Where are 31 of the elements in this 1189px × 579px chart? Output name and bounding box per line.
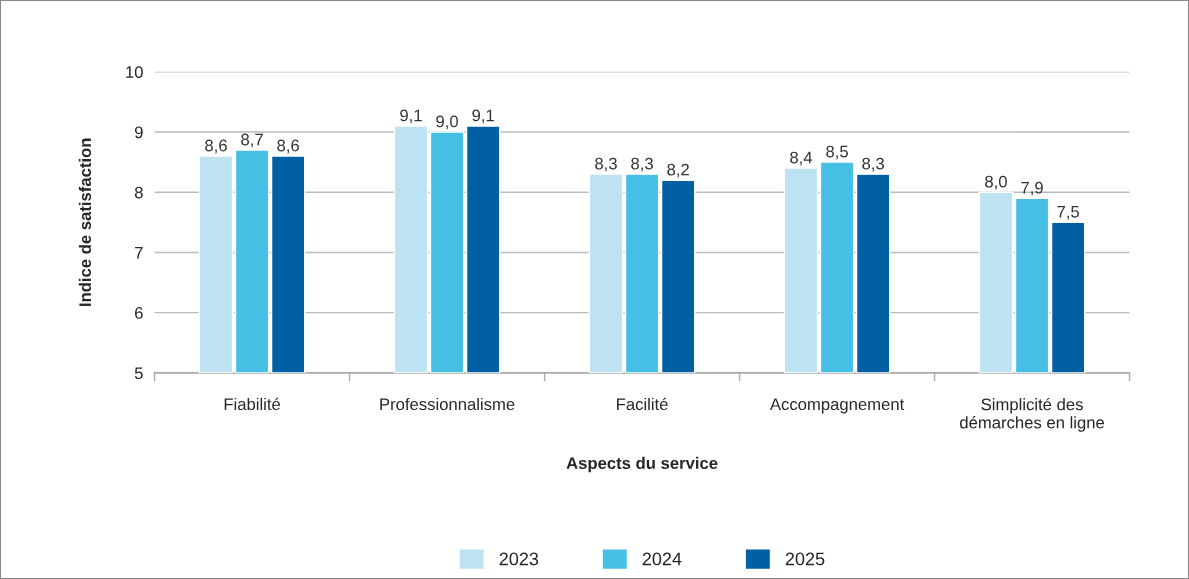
y-tick-label: 7 bbox=[135, 247, 143, 259]
data-label: 7,5 bbox=[1057, 206, 1080, 220]
x-axis-title: Aspects du service bbox=[566, 456, 718, 473]
y-tick-label: 9 bbox=[134, 126, 143, 139]
x-tick-label: Fiabilité bbox=[224, 397, 281, 411]
data-label: 9,1 bbox=[472, 109, 494, 124]
x-tick-label: Facilité bbox=[617, 397, 668, 411]
legend-label: 2025 bbox=[785, 552, 825, 566]
data-label: 8,3 bbox=[862, 157, 884, 172]
data-label: 8,7 bbox=[241, 133, 263, 148]
x-tick-label: Simplicité des démarches en ligne bbox=[960, 397, 1105, 432]
y-tick-label: 6 bbox=[135, 307, 143, 319]
y-axis-title: Indice de satisfaction bbox=[78, 138, 92, 306]
data-label: 8,5 bbox=[826, 145, 848, 160]
data-label: 8,6 bbox=[277, 139, 299, 154]
data-label: 7,9 bbox=[1021, 181, 1043, 196]
data-label: 8,3 bbox=[631, 157, 653, 172]
data-label: 8,3 bbox=[595, 157, 617, 172]
legend-label: 2023 bbox=[499, 552, 539, 566]
data-label: 9,0 bbox=[436, 115, 458, 130]
data-label: 9,1 bbox=[400, 109, 422, 124]
x-tick-label: Professionnalisme bbox=[380, 397, 515, 411]
data-label: 8,6 bbox=[205, 139, 227, 154]
legend-label: 2024 bbox=[642, 552, 682, 566]
data-label: 8,2 bbox=[667, 163, 689, 178]
data-label: 8,0 bbox=[985, 175, 1007, 190]
y-tick-label: 8 bbox=[134, 186, 143, 199]
y-tick-label: 10 bbox=[126, 66, 143, 78]
y-tick-label: 5 bbox=[134, 367, 143, 380]
data-label: 8,4 bbox=[790, 151, 813, 166]
x-tick-label: Accompagnement bbox=[769, 398, 905, 414]
